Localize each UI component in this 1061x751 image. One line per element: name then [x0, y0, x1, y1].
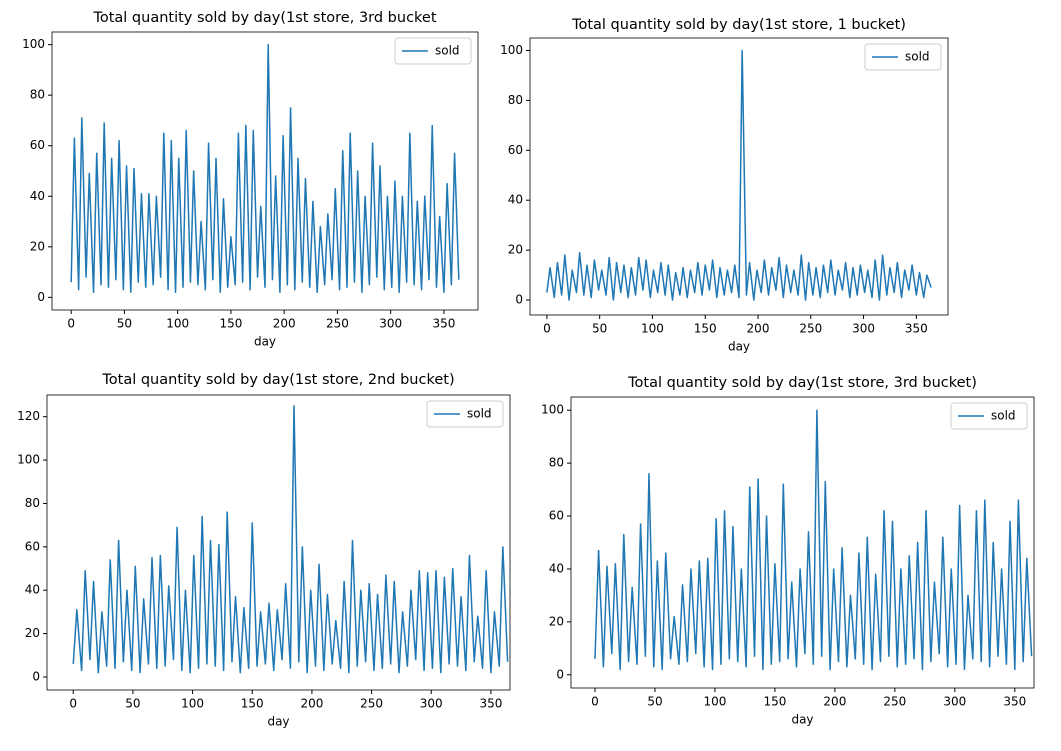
y-tick-label: 80	[25, 496, 40, 510]
legend-box	[864, 43, 942, 71]
line-series	[70, 43, 460, 294]
x-axis-label: day	[267, 715, 289, 729]
axes-frame	[51, 31, 479, 311]
legend-box	[426, 400, 504, 428]
subplot: Total quantity sold by day(1st store, 3r…	[541, 375, 1035, 727]
y-tick-label: 40	[508, 193, 523, 207]
x-tick-label: 250	[326, 317, 349, 331]
x-tick-label: 300	[379, 317, 402, 331]
axes-frame	[570, 396, 1035, 689]
legend-box	[950, 402, 1028, 430]
x-tick-label: 150	[694, 322, 717, 336]
line-series	[594, 409, 1033, 671]
legend-label: sold	[991, 409, 1016, 423]
x-tick-label: 350	[1003, 695, 1026, 709]
x-tick-label: 0	[67, 317, 75, 331]
line-series	[546, 49, 932, 301]
x-tick-label: 0	[69, 697, 77, 711]
y-tick-label: 100	[541, 403, 564, 417]
x-tick-label: 0	[591, 695, 599, 709]
x-tick-label: 200	[747, 322, 770, 336]
x-tick-label: 250	[799, 322, 822, 336]
x-tick-label: 150	[763, 695, 786, 709]
y-tick-label: 0	[32, 669, 40, 683]
x-tick-label: 100	[703, 695, 726, 709]
x-axis-label: day	[791, 713, 813, 727]
y-tick-label: 100	[17, 453, 40, 467]
y-tick-label: 100	[22, 37, 45, 51]
legend-label: sold	[435, 44, 460, 58]
x-tick-label: 150	[241, 697, 264, 711]
x-tick-label: 50	[125, 697, 140, 711]
legend-label: sold	[905, 50, 930, 64]
x-tick-label: 300	[852, 322, 875, 336]
y-tick-label: 60	[508, 143, 523, 157]
legend-label: sold	[467, 407, 492, 421]
chart-title: Total quantity sold by day(1st store, 1 …	[571, 17, 906, 33]
axes-frame	[529, 37, 949, 316]
chart-title: Total quantity sold by day(1st store, 3r…	[627, 375, 977, 391]
y-tick-label: 0	[515, 293, 523, 307]
x-tick-label: 50	[647, 695, 662, 709]
x-tick-label: 350	[432, 317, 455, 331]
x-tick-label: 250	[883, 695, 906, 709]
x-axis-label: day	[254, 335, 276, 349]
y-tick-label: 120	[17, 409, 40, 423]
x-tick-label: 100	[641, 322, 664, 336]
line-series	[72, 405, 509, 674]
y-tick-label: 60	[549, 509, 564, 523]
legend-box	[394, 37, 472, 65]
y-tick-label: 40	[549, 561, 564, 575]
x-tick-label: 50	[117, 317, 132, 331]
y-tick-label: 60	[30, 138, 45, 152]
chart-title: Total quantity sold by day(1st store, 3r…	[92, 10, 436, 26]
y-tick-label: 80	[508, 93, 523, 107]
y-tick-label: 60	[25, 539, 40, 553]
x-tick-label: 350	[479, 697, 502, 711]
subplot: Total quantity sold by day(1st store, 2n…	[17, 372, 511, 729]
y-tick-label: 20	[508, 243, 523, 257]
chart-title: Total quantity sold by day(1st store, 2n…	[101, 372, 454, 388]
subplot: Total quantity sold by day(1st store, 3r…	[22, 10, 479, 349]
x-tick-label: 200	[823, 695, 846, 709]
x-tick-label: 300	[943, 695, 966, 709]
x-tick-label: 350	[905, 322, 928, 336]
y-tick-label: 40	[25, 583, 40, 597]
x-tick-label: 250	[360, 697, 383, 711]
subplot: Total quantity sold by day(1st store, 1 …	[500, 17, 949, 354]
x-tick-label: 300	[420, 697, 443, 711]
y-tick-label: 20	[30, 239, 45, 253]
y-tick-label: 100	[500, 43, 523, 57]
x-tick-label: 100	[181, 697, 204, 711]
y-tick-label: 20	[25, 626, 40, 640]
axes-frame	[46, 394, 511, 691]
y-tick-label: 80	[549, 456, 564, 470]
y-tick-label: 0	[37, 290, 45, 304]
x-axis-label: day	[728, 340, 750, 354]
y-tick-label: 40	[30, 189, 45, 203]
x-tick-label: 0	[543, 322, 551, 336]
x-tick-label: 200	[300, 697, 323, 711]
y-tick-label: 20	[549, 614, 564, 628]
x-tick-label: 150	[219, 317, 242, 331]
x-tick-label: 100	[166, 317, 189, 331]
x-tick-label: 50	[592, 322, 607, 336]
x-tick-label: 200	[273, 317, 296, 331]
y-tick-label: 80	[30, 88, 45, 102]
y-tick-label: 0	[556, 667, 564, 681]
